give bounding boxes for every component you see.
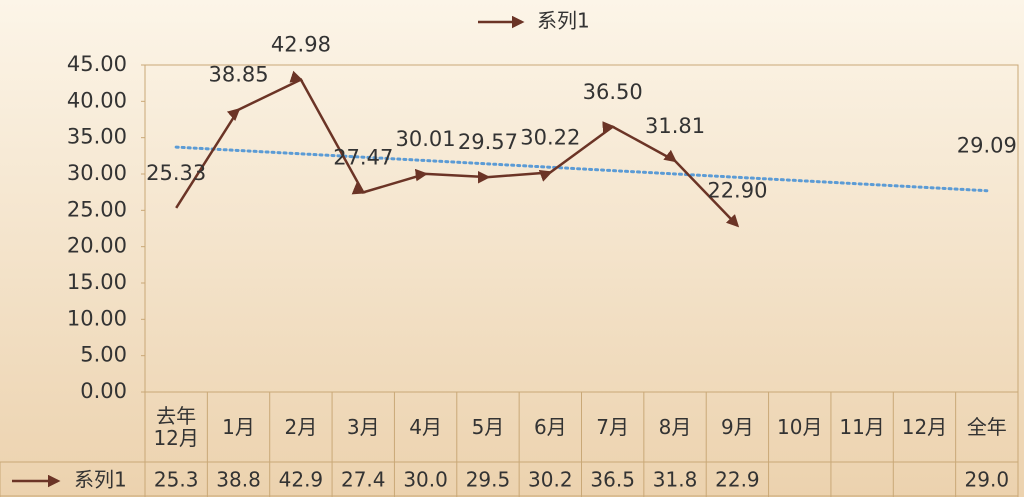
- data-label: 29.09: [957, 134, 1017, 158]
- data-label: 42.98: [271, 33, 331, 57]
- category-text: 11月: [839, 415, 885, 439]
- y-tick-label: 5.00: [80, 343, 127, 367]
- table-value: 25.3: [154, 468, 199, 492]
- category-text: 8月: [658, 415, 692, 439]
- table-value: 42.9: [279, 468, 324, 492]
- x-tick-label: 11月: [831, 392, 893, 462]
- y-tick-label: 15.00: [67, 270, 127, 294]
- category-text: 7月: [596, 415, 630, 439]
- category-text: 2月: [284, 415, 318, 439]
- category-text: 4月: [409, 415, 442, 439]
- data-label: 30.22: [520, 125, 580, 149]
- x-tick-label: 5月: [457, 392, 519, 462]
- x-tick-label: 去年12月: [145, 392, 207, 462]
- category-text: 6月: [533, 415, 567, 439]
- y-tick-label: 10.00: [67, 306, 127, 330]
- x-tick-label: 全年: [956, 392, 1018, 462]
- category-text: 5月: [471, 415, 505, 439]
- category-text: 3月: [346, 415, 380, 439]
- category-text: 9月: [721, 415, 754, 439]
- y-tick-label: 30.00: [67, 161, 127, 185]
- series-line: [175, 70, 740, 228]
- data-label: 22.90: [707, 179, 767, 203]
- data-label: 31.81: [645, 114, 705, 138]
- table-legend-label: 系列1: [74, 468, 127, 492]
- y-tick-label: 25.00: [67, 197, 127, 221]
- data-label: 27.47: [333, 145, 393, 169]
- data-label: 30.01: [396, 127, 456, 151]
- category-text: 1月: [222, 415, 255, 439]
- x-tick-label: 10月: [769, 392, 831, 462]
- y-tick-label: 45.00: [67, 52, 127, 76]
- category-text: 12月: [901, 415, 948, 439]
- data-label: 38.85: [208, 63, 268, 87]
- data-label: 36.50: [583, 80, 643, 104]
- y-tick-label: 35.00: [67, 125, 127, 149]
- table-value: 27.4: [341, 468, 386, 492]
- y-tick-label: 0.00: [80, 379, 127, 403]
- category-text: 10月: [777, 415, 823, 439]
- table-value: 30.0: [403, 468, 448, 492]
- table-value: 29.5: [466, 468, 511, 492]
- x-tick-label: 12月: [893, 392, 955, 462]
- legend-label: 系列1: [537, 9, 590, 33]
- table-value: 31.8: [653, 468, 698, 492]
- plot-area: [144, 64, 1019, 393]
- data-label: 25.33: [146, 161, 206, 185]
- y-tick-label: 40.00: [67, 88, 127, 112]
- category-text: 去年12月: [153, 404, 199, 450]
- data-label: 29.57: [458, 130, 518, 154]
- x-tick-label: 3月: [332, 392, 394, 462]
- x-tick-label: 2月: [270, 392, 332, 462]
- x-tick-label: 9月: [706, 392, 768, 462]
- x-tick-label: 1月: [207, 392, 269, 462]
- table-value: 38.8: [216, 468, 261, 492]
- x-tick-label: 4月: [394, 392, 456, 462]
- table-value: 22.9: [715, 468, 760, 492]
- x-tick-label: 7月: [582, 392, 644, 462]
- table-value: 36.5: [590, 468, 635, 492]
- y-tick-label: 20.00: [67, 234, 127, 258]
- trendline: [174, 145, 989, 193]
- category-text: 全年: [966, 415, 1007, 439]
- x-tick-label: 6月: [519, 392, 581, 462]
- table-value: 30.2: [528, 468, 573, 492]
- table-value: 29.0: [965, 468, 1010, 492]
- x-tick-label: 8月: [644, 392, 706, 462]
